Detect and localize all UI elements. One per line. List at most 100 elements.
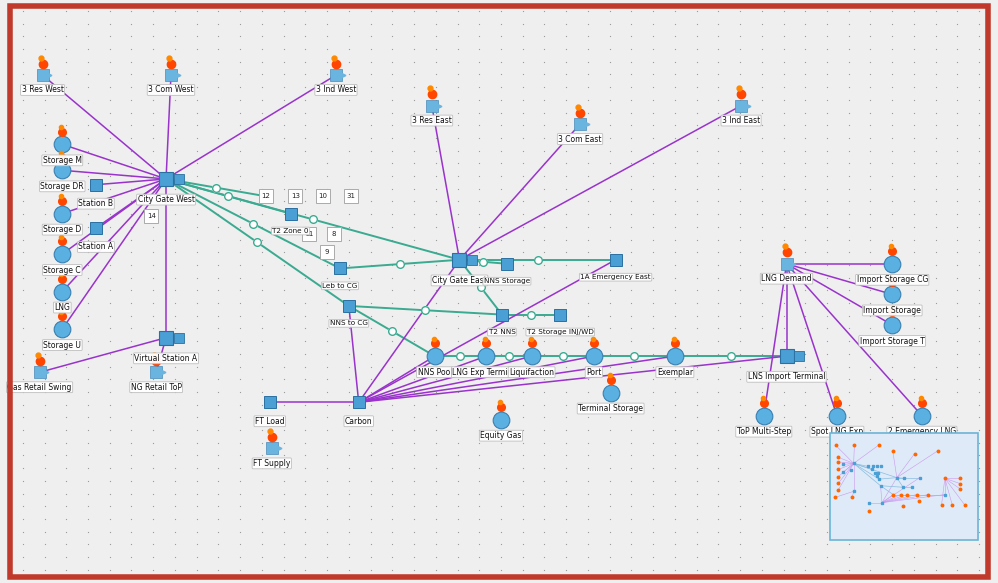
Point [362,540,378,549]
Point [384,501,400,511]
Point [906,413,922,422]
Point [80,134,96,143]
Point [558,209,574,219]
Point [949,108,965,117]
Point [971,19,987,29]
Point [145,527,161,536]
Point [753,400,769,409]
Point [733,209,748,219]
Point [949,31,965,41]
Point [602,552,618,561]
Point [602,171,618,181]
Point [906,311,922,321]
Point [145,374,161,384]
Point [840,146,856,155]
Point [362,184,378,194]
Point [624,134,640,143]
Point [211,387,227,396]
Point [253,311,269,321]
Point [341,273,357,282]
Point [775,387,791,396]
Point [753,159,769,168]
Point [862,349,878,359]
Point [471,387,487,396]
Point [971,222,987,231]
Point [80,70,96,79]
Point [189,527,205,536]
Point [645,273,661,282]
Point [753,426,769,435]
Point [689,336,705,346]
Point [275,527,291,536]
Point [189,552,205,561]
Point [884,362,900,371]
Point [362,400,378,409]
Point [58,6,74,16]
Text: T2 NNS: T2 NNS [489,329,515,335]
Point [37,336,53,346]
Point [775,184,791,194]
Point [341,374,357,384]
Point [949,400,965,409]
Point [124,489,140,498]
Point [341,286,357,295]
Point [341,171,357,181]
Point [645,501,661,511]
Point [211,273,227,282]
Point [275,286,291,295]
Point [884,514,900,524]
Point [211,260,227,269]
Point [406,476,422,486]
Point [297,260,313,269]
Point [189,121,205,130]
Point [971,463,987,473]
Point [949,235,965,244]
Text: Virtual Station A: Virtual Station A [135,354,198,363]
Point [819,552,835,561]
Point [15,19,31,29]
Point [624,19,640,29]
Point [645,438,661,447]
Point [928,336,944,346]
Point [493,298,509,308]
Point [102,260,118,269]
Point [667,514,683,524]
Point [102,565,118,574]
Text: City Gate West: City Gate West [138,195,195,204]
Point [428,108,444,117]
Point [733,134,748,143]
Point [949,349,965,359]
Point [80,222,96,231]
Point [253,552,269,561]
Point [297,489,313,498]
Point [493,108,509,117]
Point [753,540,769,549]
Point [124,95,140,104]
Point [558,349,574,359]
Point [428,426,444,435]
Point [167,19,183,29]
Point [797,248,813,257]
Point [667,527,683,536]
Point [319,476,335,486]
Point [580,184,596,194]
Point [493,95,509,104]
Point [428,514,444,524]
Point [275,349,291,359]
Point [15,44,31,54]
Point [862,146,878,155]
Point [449,501,465,511]
Point [624,514,640,524]
Point [253,159,269,168]
Point [971,159,987,168]
Point [602,31,618,41]
Point [37,95,53,104]
Point [667,197,683,206]
Point [189,451,205,460]
Point [840,248,856,257]
Point [840,209,856,219]
Point [906,121,922,130]
Point [211,374,227,384]
Point [580,260,596,269]
Point [493,159,509,168]
